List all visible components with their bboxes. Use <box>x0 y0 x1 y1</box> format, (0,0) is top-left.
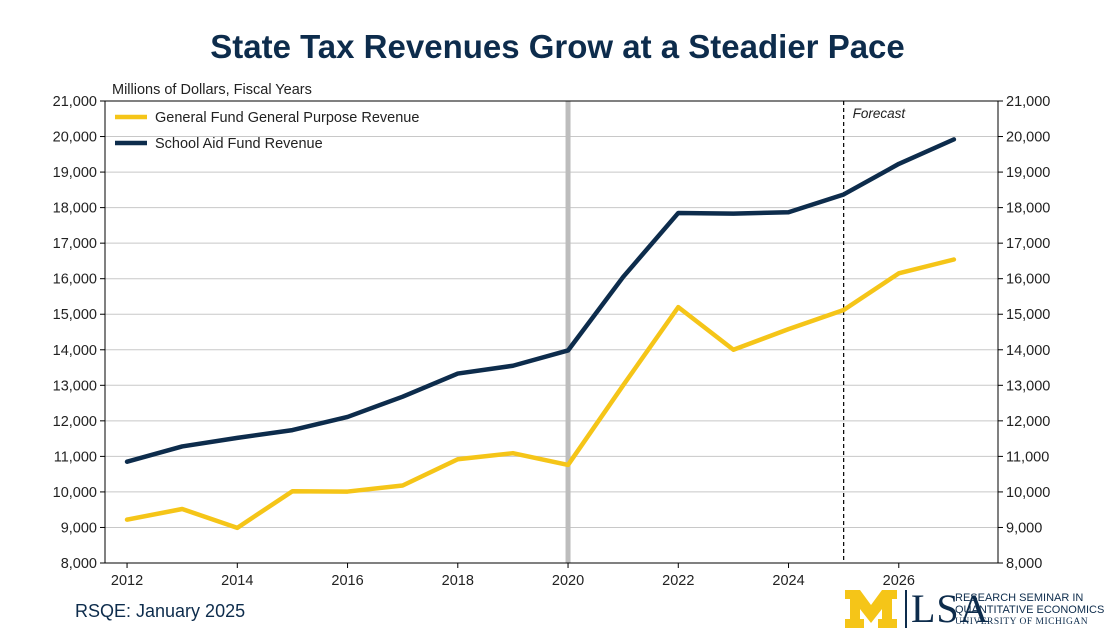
y-tick-label-left: 21,000 <box>53 94 97 110</box>
data-point <box>235 436 239 440</box>
data-point <box>842 192 846 196</box>
data-point <box>676 305 680 309</box>
line-chart: Forecast 8,000 8,000 9,000 9,000 10,000 10,00… <box>53 94 1051 589</box>
logo-line-3: UNIVERSITY OF MICHIGAN <box>955 617 1089 627</box>
block-m-logo-icon <box>845 590 897 628</box>
logo-line-2: QUANTITATIVE ECONOMICS <box>955 604 1105 616</box>
x-tick-label: 2022 <box>662 573 694 589</box>
data-point <box>566 463 570 467</box>
x-tick-label: 2024 <box>772 573 804 589</box>
data-point <box>180 444 184 448</box>
y-tick-label-right: 8,000 <box>1006 556 1042 572</box>
x-tick-label: 2014 <box>221 573 253 589</box>
y-axis-label: Millions of Dollars, Fiscal Years <box>112 82 312 98</box>
data-point <box>897 162 901 166</box>
data-point <box>235 526 239 530</box>
data-point <box>731 348 735 352</box>
data-point <box>125 460 129 464</box>
logo-line-1: RESEARCH SEMINAR IN <box>955 592 1084 604</box>
y-tick-label-right: 17,000 <box>1006 236 1050 252</box>
source-note: RSQE: January 2025 <box>75 601 246 621</box>
y-tick-label-left: 16,000 <box>53 272 97 288</box>
y-tick-label-right: 14,000 <box>1006 343 1050 359</box>
y-tick-label-left: 11,000 <box>54 449 97 465</box>
data-point <box>952 137 956 141</box>
data-point <box>952 258 956 262</box>
y-tick-label-left: 19,000 <box>53 165 97 181</box>
data-point <box>346 415 350 419</box>
data-point <box>787 210 791 214</box>
y-tick-label-right: 19,000 <box>1006 165 1050 181</box>
y-tick-label-left: 12,000 <box>53 414 97 430</box>
gridlines <box>105 136 998 528</box>
data-point <box>676 211 680 215</box>
y-tick-label-left: 15,000 <box>53 307 97 323</box>
data-point <box>290 428 294 432</box>
y-tick-label-left: 9,000 <box>61 520 97 536</box>
legend: General Fund General Purpose Revenue Scho… <box>115 110 419 152</box>
y-tick-label-right: 18,000 <box>1006 201 1050 217</box>
series-line-1 <box>124 137 957 464</box>
y-tick-label-left: 20,000 <box>53 130 97 146</box>
y-tick-label-right: 9,000 <box>1006 520 1042 536</box>
vertical-markers: Forecast <box>565 101 907 563</box>
x-tick-label: 2012 <box>111 573 143 589</box>
y-tick-label-right: 13,000 <box>1006 378 1050 394</box>
data-point <box>621 275 625 279</box>
lsa-wordmark: LSA <box>911 586 990 631</box>
x-tick-label: 2026 <box>883 573 915 589</box>
chart-title: State Tax Revenues Grow at a Steadier Pa… <box>210 28 905 65</box>
y-tick-label-right: 12,000 <box>1006 414 1050 430</box>
data-point <box>180 507 184 511</box>
data-point <box>401 395 405 399</box>
y-tick-label-left: 8,000 <box>61 556 97 572</box>
y-tick-label-right: 16,000 <box>1006 272 1050 288</box>
y-tick-label-right: 11,000 <box>1006 449 1049 465</box>
x-tick-label: 2016 <box>331 573 363 589</box>
data-point <box>566 348 570 352</box>
data-point <box>842 308 846 312</box>
lsa-rsqe-logo: LSA RESEARCH SEMINAR IN QUANTITATIVE ECO… <box>845 588 1105 632</box>
y-tick-label-right: 15,000 <box>1006 307 1050 323</box>
data-point <box>125 518 129 522</box>
logo-text: RESEARCH SEMINAR IN QUANTITATIVE ECONOMI… <box>955 592 1105 628</box>
data-point <box>401 484 405 488</box>
y-tick-label-right: 21,000 <box>1006 94 1050 110</box>
y-tick-label-left: 10,000 <box>53 485 97 501</box>
data-point <box>897 271 901 275</box>
logo-divider <box>905 590 907 628</box>
data-point <box>731 212 735 216</box>
data-point <box>456 372 460 376</box>
series-lines <box>124 137 957 531</box>
series-line-0 <box>124 257 957 531</box>
y-tick-label-left: 14,000 <box>53 343 97 359</box>
data-point <box>787 327 791 331</box>
forecast-label: Forecast <box>853 106 907 121</box>
data-point <box>346 490 350 494</box>
axes: 8,000 8,000 9,000 9,000 10,000 10,000 11,000 11… <box>53 94 1051 589</box>
legend-entry: School Aid Fund Revenue <box>155 136 323 152</box>
y-tick-label-left: 18,000 <box>53 201 97 217</box>
y-tick-label-right: 10,000 <box>1006 485 1050 501</box>
legend-entry: General Fund General Purpose Revenue <box>155 110 419 126</box>
data-point <box>511 364 515 368</box>
x-tick-label: 2018 <box>442 573 474 589</box>
data-point <box>511 451 515 455</box>
y-tick-label-right: 20,000 <box>1006 130 1050 146</box>
plot-frame <box>104 100 999 564</box>
y-tick-label-left: 13,000 <box>53 378 97 394</box>
data-point <box>290 489 294 493</box>
y-tick-label-left: 17,000 <box>53 236 97 252</box>
data-point <box>621 383 625 387</box>
x-tick-label: 2020 <box>552 573 584 589</box>
data-point <box>456 457 460 461</box>
